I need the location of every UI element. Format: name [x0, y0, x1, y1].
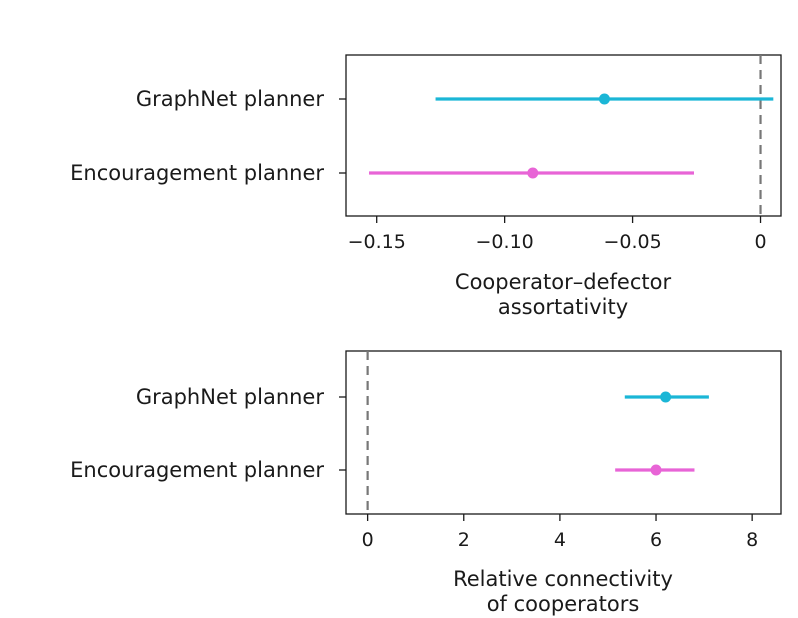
x-axis-label-line-1: Cooperator–defector — [455, 270, 672, 294]
point-estimate — [527, 167, 539, 179]
x-tick-label: −0.05 — [603, 231, 661, 253]
assortativity-panel: GraphNet planner Encouragement planner −0… — [70, 54, 782, 319]
plot-frame — [345, 350, 782, 515]
x-tick-label: 4 — [554, 529, 566, 551]
x-tick-label: 0 — [754, 231, 766, 253]
plot-frame — [345, 54, 782, 217]
x-axis-label-line-2: of cooperators — [487, 592, 640, 616]
point-estimate — [598, 93, 610, 105]
x-tick-label: −0.10 — [476, 231, 534, 253]
x-tick-label: 0 — [362, 529, 374, 551]
x-tick-label: 8 — [746, 529, 758, 551]
category-label: GraphNet planner — [136, 87, 325, 111]
x-tick-label: −0.15 — [348, 231, 406, 253]
connectivity-panel: GraphNet planner Encouragement planner 0 2… — [70, 350, 782, 616]
x-axis-label-line-2: assortativity — [498, 295, 628, 319]
category-label: Encouragement planner — [70, 161, 324, 185]
point-estimate — [660, 391, 672, 403]
x-tick-label: 2 — [458, 529, 470, 551]
category-label: GraphNet planner — [136, 385, 325, 409]
category-label: Encouragement planner — [70, 458, 324, 482]
x-tick-label: 6 — [650, 529, 662, 551]
point-estimate — [650, 464, 662, 476]
x-axis-label-line-1: Relative connectivity — [453, 567, 673, 591]
